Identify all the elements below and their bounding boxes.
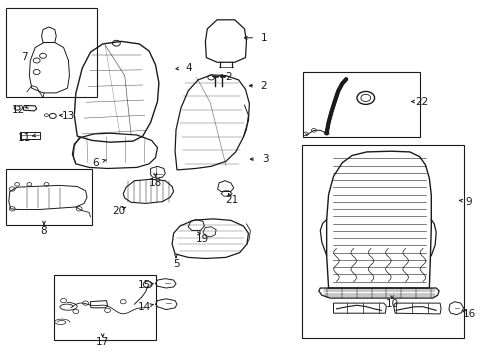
- Text: 5: 5: [172, 258, 179, 269]
- Text: 4: 4: [184, 63, 191, 73]
- Text: 21: 21: [225, 195, 239, 205]
- Text: 7: 7: [21, 51, 28, 62]
- Bar: [303, 72, 419, 137]
- Text: 13: 13: [61, 111, 75, 121]
- Text: 20: 20: [112, 206, 124, 216]
- Text: 15: 15: [137, 280, 151, 290]
- Text: 2: 2: [225, 72, 232, 82]
- Text: 14: 14: [137, 302, 151, 312]
- Bar: [302, 145, 463, 338]
- Bar: [20, 132, 40, 139]
- Text: 9: 9: [464, 197, 471, 207]
- Text: 10: 10: [385, 299, 398, 309]
- Text: 8: 8: [41, 226, 47, 236]
- Text: 19: 19: [196, 234, 209, 244]
- Text: 22: 22: [414, 96, 427, 107]
- Text: 2: 2: [260, 81, 267, 91]
- Text: 1: 1: [260, 33, 267, 43]
- Text: 3: 3: [261, 154, 268, 164]
- Text: 11: 11: [18, 132, 31, 143]
- Text: 6: 6: [92, 158, 99, 168]
- Bar: [6, 8, 97, 97]
- Bar: [54, 275, 156, 340]
- Bar: [6, 169, 92, 225]
- Text: 16: 16: [462, 309, 475, 319]
- Text: 17: 17: [96, 337, 109, 347]
- Text: 18: 18: [148, 177, 162, 188]
- Text: 12: 12: [12, 105, 25, 115]
